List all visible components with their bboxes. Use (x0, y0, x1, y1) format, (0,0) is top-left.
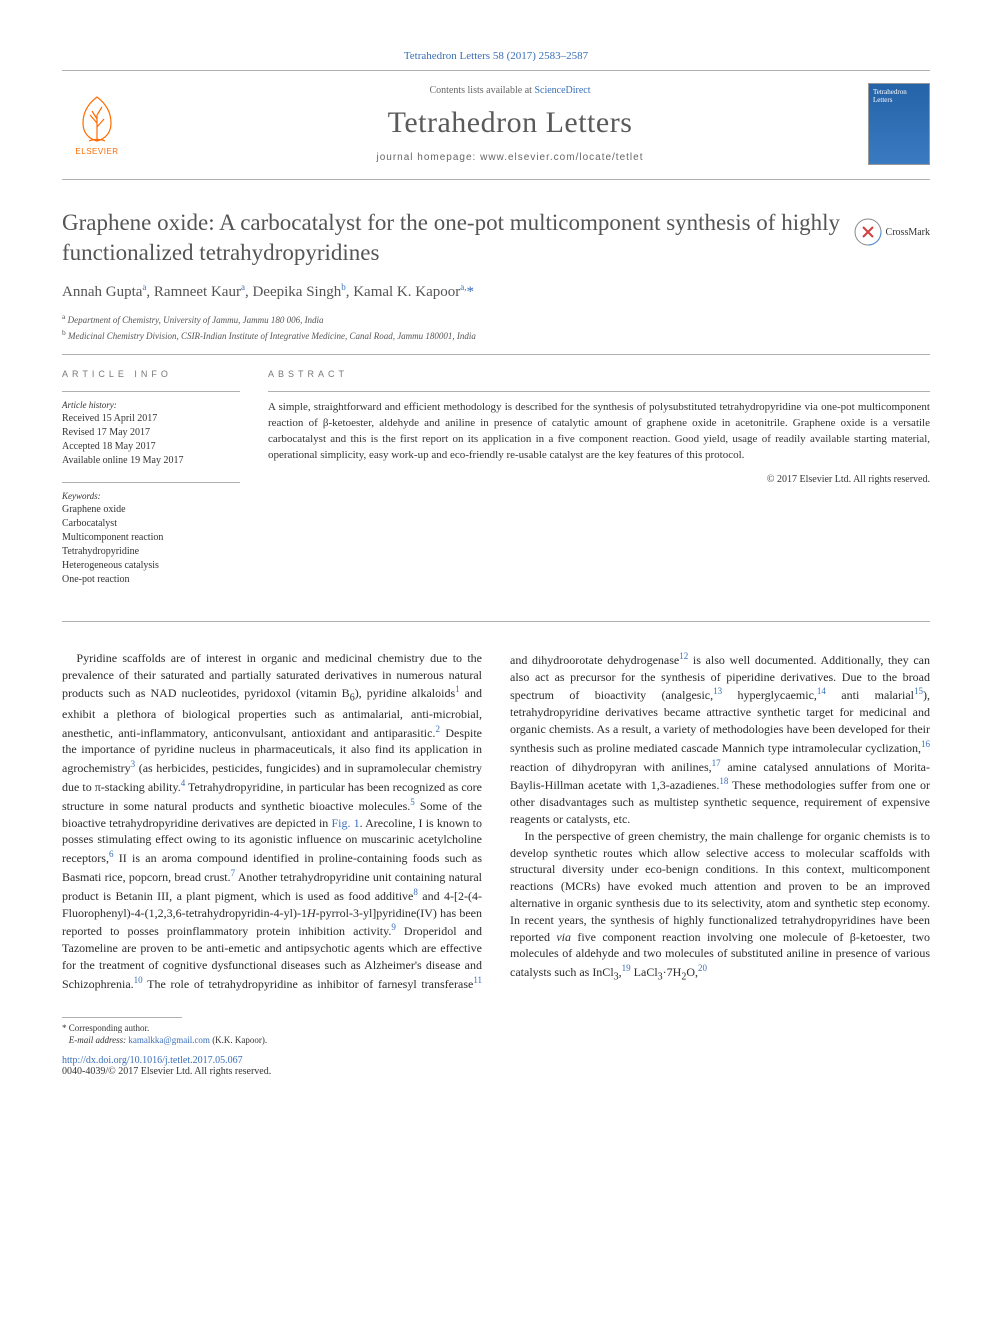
body-paragraph: In the perspective of green chemistry, t… (510, 828, 930, 985)
article-title: Graphene oxide: A carbocatalyst for the … (62, 208, 860, 268)
corresponding-author-footnote: * Corresponding author. E-mail address: … (62, 1022, 930, 1047)
corr-symbol: * (62, 1023, 67, 1033)
affil-sup-letter: b (62, 328, 66, 337)
cite-ref[interactable]: 15 (914, 686, 923, 696)
cite-ref[interactable]: 5 (410, 797, 415, 807)
elsevier-brand-text: ELSEVIER (75, 147, 118, 156)
affiliation-line: a Department of Chemistry, University of… (62, 311, 930, 328)
doi-link[interactable]: http://dx.doi.org/10.1016/j.tetlet.2017.… (62, 1055, 930, 1066)
cite-ref[interactable]: 7 (231, 868, 236, 878)
cite-ref[interactable]: 14 (817, 686, 826, 696)
email-link[interactable]: kamalkka@gmail.com (128, 1035, 210, 1045)
cite-ref[interactable]: 6 (109, 849, 114, 859)
figure-ref[interactable]: Fig. 1 (331, 816, 359, 830)
keyword: Multicomponent reaction (62, 531, 240, 545)
cite-ref[interactable]: 12 (679, 651, 688, 661)
cite-ref[interactable]: 8 (413, 887, 418, 897)
cite-ref[interactable]: 17 (712, 758, 721, 768)
affil-sup: a (142, 282, 146, 292)
crossmark-badge[interactable]: CrossMark (854, 218, 930, 246)
divider (62, 482, 240, 483)
cite-ref[interactable]: 13 (713, 686, 722, 696)
authors-line: Annah Guptaa, Ramneet Kaura, Deepika Sin… (62, 282, 930, 301)
corr-label: Corresponding author. (69, 1023, 150, 1033)
elsevier-tree-icon (75, 93, 119, 145)
issn-copyright-line: 0040-4039/© 2017 Elsevier Ltd. All right… (62, 1066, 930, 1077)
journal-cover-thumbnail[interactable]: Tetrahedron Letters (868, 83, 930, 165)
keyword: Carbocatalyst (62, 517, 240, 531)
cite-ref[interactable]: 4 (181, 778, 186, 788)
affil-sup-letter: a (62, 312, 65, 321)
history-accepted: Accepted 18 May 2017 (62, 440, 240, 454)
article-body: Pyridine scaffolds are of interest in or… (62, 650, 930, 993)
keyword: Heterogeneous catalysis (62, 559, 240, 573)
divider (62, 354, 930, 355)
citation-line: Tetrahedron Letters 58 (2017) 2583–2587 (62, 50, 930, 62)
article-info-column: ARTICLE INFO Article history: Received 1… (62, 369, 240, 601)
keywords-label: Keywords: (62, 491, 240, 501)
sciencedirect-link[interactable]: ScienceDirect (534, 85, 590, 96)
history-online: Available online 19 May 2017 (62, 454, 240, 468)
cite-ref[interactable]: 19 (622, 963, 631, 973)
journal-header-banner: ELSEVIER Contents lists available at Sci… (62, 70, 930, 180)
abstract-copyright: © 2017 Elsevier Ltd. All rights reserved… (268, 474, 930, 485)
history-revised: Revised 17 May 2017 (62, 426, 240, 440)
author-name[interactable]: Ramneet Kaur (154, 284, 241, 300)
divider (268, 391, 930, 392)
author-name[interactable]: Kamal K. Kapoor (353, 284, 460, 300)
cite-ref[interactable]: 18 (719, 776, 728, 786)
cite-ref[interactable]: 2 (435, 724, 440, 734)
cite-ref[interactable]: 16 (921, 739, 930, 749)
cite-ref[interactable]: 20 (698, 963, 707, 973)
divider (62, 621, 930, 622)
article-info-head: ARTICLE INFO (62, 369, 240, 379)
abstract-text: A simple, straightforward and efficient … (268, 400, 930, 464)
elsevier-logo[interactable]: ELSEVIER (62, 85, 132, 163)
affiliation-line: b Medicinal Chemistry Division, CSIR-Ind… (62, 327, 930, 344)
footnote-rule (62, 1017, 182, 1018)
crossmark-icon (854, 218, 882, 246)
keyword: Tetrahydropyridine (62, 545, 240, 559)
keywords-block: Keywords: Graphene oxide Carbocatalyst M… (62, 491, 240, 587)
article-history-label: Article history: (62, 400, 240, 410)
abstract-head: ABSTRACT (268, 369, 930, 379)
email-author-name: (K.K. Kapoor). (212, 1035, 267, 1045)
cite-ref[interactable]: 11 (473, 975, 482, 985)
cite-ref[interactable]: 9 (391, 922, 396, 932)
cover-thumb-label: Tetrahedron Letters (873, 88, 925, 104)
history-received: Received 15 April 2017 (62, 412, 240, 426)
contents-available-line: Contents lists available at ScienceDirec… (152, 85, 868, 96)
abstract-column: ABSTRACT A simple, straightforward and e… (268, 369, 930, 601)
affil-sup: a (241, 282, 245, 292)
divider (62, 391, 240, 392)
keyword: Graphene oxide (62, 503, 240, 517)
affil-sup: b (341, 282, 346, 292)
cite-ref[interactable]: 1 (455, 684, 460, 694)
affil-text: Medicinal Chemistry Division, CSIR-India… (68, 331, 476, 341)
author-name[interactable]: Annah Gupta (62, 284, 142, 300)
keyword: One-pot reaction (62, 573, 240, 587)
journal-homepage-line: journal homepage: www.elsevier.com/locat… (152, 152, 868, 163)
crossmark-label: CrossMark (886, 227, 930, 238)
journal-name: Tetrahedron Letters (152, 106, 868, 140)
author-name[interactable]: Deepika Singh (252, 284, 341, 300)
email-label: E-mail address: (69, 1035, 126, 1045)
affil-text: Department of Chemistry, University of J… (68, 315, 324, 325)
cite-ref[interactable]: 10 (134, 975, 143, 985)
cite-ref[interactable]: 3 (131, 759, 136, 769)
contents-prefix: Contents lists available at (429, 85, 534, 96)
affiliations-block: a Department of Chemistry, University of… (62, 311, 930, 344)
corresponding-author-link[interactable]: * (467, 284, 475, 300)
article-history-block: Article history: Received 15 April 2017 … (62, 400, 240, 468)
